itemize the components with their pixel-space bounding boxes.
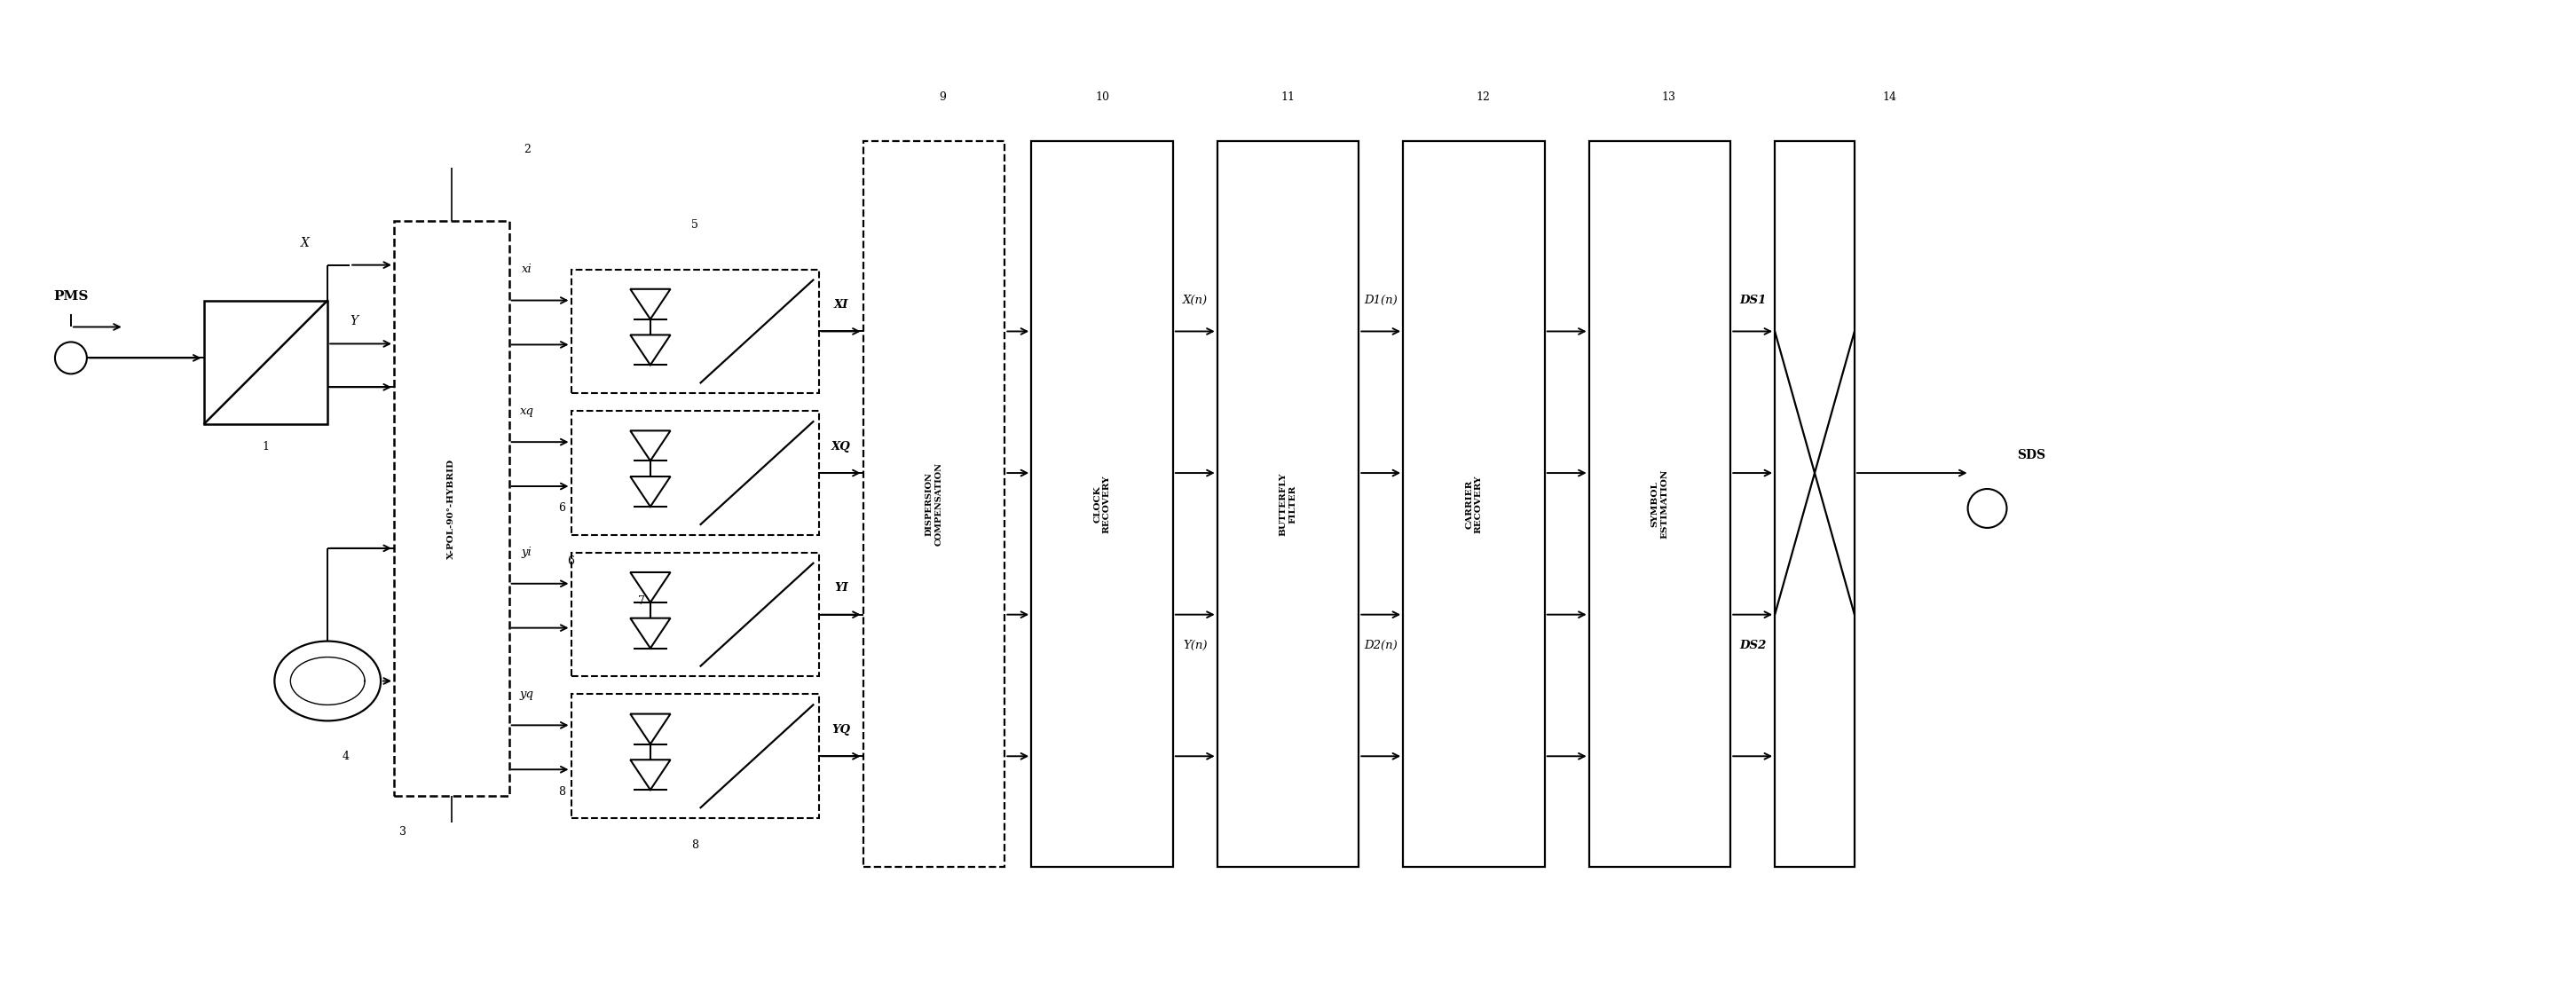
- Text: YI: YI: [835, 582, 848, 594]
- Text: CARRIER
RECOVERY: CARRIER RECOVERY: [1466, 475, 1484, 533]
- Text: 6: 6: [559, 503, 567, 514]
- Text: SYMBOL
ESTIMATION: SYMBOL ESTIMATION: [1651, 469, 1669, 539]
- Text: xq: xq: [520, 406, 533, 417]
- Bar: [572, 553, 819, 677]
- Text: 6: 6: [567, 556, 574, 567]
- Text: 2: 2: [523, 144, 531, 156]
- Bar: [204, 301, 327, 425]
- Text: 10: 10: [1095, 91, 1110, 102]
- Text: Y(n): Y(n): [1182, 640, 1208, 652]
- Text: 9: 9: [940, 91, 945, 102]
- Text: BUTTERFLY
FILTER: BUTTERFLY FILTER: [1280, 472, 1296, 536]
- Text: 5: 5: [690, 219, 698, 231]
- Bar: [572, 694, 819, 818]
- Bar: [1218, 141, 1358, 867]
- Text: 11: 11: [1280, 91, 1296, 102]
- Bar: [572, 270, 819, 394]
- Text: XI: XI: [835, 299, 848, 310]
- Text: X: X: [301, 237, 309, 249]
- Text: 12: 12: [1476, 91, 1489, 102]
- Text: SDS: SDS: [2017, 449, 2045, 461]
- Text: yi: yi: [520, 547, 533, 558]
- Bar: [394, 221, 510, 796]
- Text: 8: 8: [559, 786, 567, 798]
- Bar: [1404, 141, 1546, 867]
- Text: yq: yq: [520, 688, 533, 700]
- Bar: [863, 141, 1005, 867]
- Bar: [1775, 141, 1855, 867]
- Text: DISPERSION
COMPENSATION: DISPERSION COMPENSATION: [925, 462, 943, 546]
- Text: 7: 7: [639, 595, 647, 607]
- Text: DS1: DS1: [1739, 295, 1767, 307]
- Text: xi: xi: [520, 264, 533, 275]
- Text: D1(n): D1(n): [1365, 295, 1399, 307]
- Text: D2(n): D2(n): [1365, 640, 1399, 652]
- Bar: [572, 411, 819, 535]
- Text: 4: 4: [343, 751, 348, 762]
- Text: YQ: YQ: [832, 724, 850, 735]
- Text: X-POL-90°-HYBRID: X-POL-90°-HYBRID: [448, 458, 456, 558]
- Text: PMS: PMS: [54, 290, 88, 303]
- Text: Y: Y: [350, 315, 358, 327]
- Text: XQ: XQ: [832, 440, 850, 452]
- Text: X(n): X(n): [1182, 295, 1208, 307]
- Text: CLOCK
RECOVERY: CLOCK RECOVERY: [1092, 475, 1110, 533]
- Text: 8: 8: [690, 839, 698, 850]
- Text: 1: 1: [263, 440, 270, 452]
- Bar: [1589, 141, 1731, 867]
- Bar: [1030, 141, 1172, 867]
- Text: DS2: DS2: [1739, 640, 1767, 652]
- Text: 3: 3: [399, 825, 407, 837]
- Text: 14: 14: [1883, 91, 1896, 102]
- Text: 13: 13: [1662, 91, 1677, 102]
